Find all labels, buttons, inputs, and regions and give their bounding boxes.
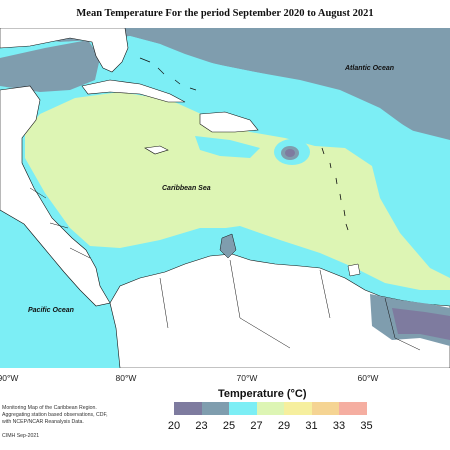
venezuela-cyan-patch <box>190 226 300 260</box>
lon-label-90w: 90°W <box>0 373 19 383</box>
pacific-ocean-label: Pacific Ocean <box>28 307 74 314</box>
atlantic-slate-region <box>0 28 450 140</box>
legend-swatch-23–25 <box>201 402 229 415</box>
legend-tick-23: 23 <box>195 420 208 432</box>
guianas-cool-region <box>392 308 450 340</box>
legend-tick-33: 33 <box>332 420 346 432</box>
lon-label-80w: 80°W <box>115 373 137 383</box>
legend-tick-20: 20 <box>167 420 181 432</box>
lon-label-70w: 70°W <box>236 373 258 383</box>
cuba-island <box>81 79 186 103</box>
legend-tick-25: 25 <box>222 420 236 432</box>
country-borders <box>29 187 421 351</box>
legend-tick-35: 35 <box>360 420 373 432</box>
hispaniola-island <box>199 111 259 133</box>
legend-swatch-29–31 <box>284 402 312 415</box>
south-america-land <box>109 253 450 368</box>
trinidad-island <box>347 263 361 277</box>
legend-swatch-25–27 <box>229 402 257 415</box>
credit-text: Monitoring Map of the Caribbean Region. … <box>2 405 108 425</box>
central-america-land <box>0 85 111 307</box>
credit-date: CIMH Sep-2021 <box>2 433 40 439</box>
puerto-rico-cool-spot <box>285 149 295 157</box>
temperature-map: Atlantic Ocean Caribbean Sea Pacific Oce… <box>0 28 450 368</box>
atlantic-ocean-label: Atlantic Ocean <box>344 65 394 72</box>
caribbean-sea-label: Caribbean Sea <box>162 185 211 192</box>
temperature-legend <box>174 402 367 415</box>
legend-tick-31: 31 <box>305 420 318 432</box>
bahamas-islands <box>139 57 197 91</box>
legend-swatch-20–23 <box>174 402 202 415</box>
legend-swatch-33–35 <box>339 402 367 415</box>
legend-tick-27: 27 <box>250 420 263 432</box>
legend-title: Temperature (°C) <box>218 388 307 400</box>
maracaibo-slate-patch <box>219 233 237 259</box>
gulf-slate-region <box>0 40 100 92</box>
hispaniola-cyan-patch <box>195 136 260 158</box>
caribbean-green-region <box>25 92 450 290</box>
map-title: Mean Temperature For the period Septembe… <box>76 8 374 19</box>
legend-swatch-27–29 <box>256 402 284 415</box>
florida-land <box>0 28 129 73</box>
legend-tick-29: 29 <box>277 420 291 432</box>
legend-swatch-31–33 <box>311 402 339 415</box>
lon-label-60w: 60°W <box>357 373 379 383</box>
jamaica-island <box>144 145 169 155</box>
lesser-antilles-islands <box>321 147 349 231</box>
